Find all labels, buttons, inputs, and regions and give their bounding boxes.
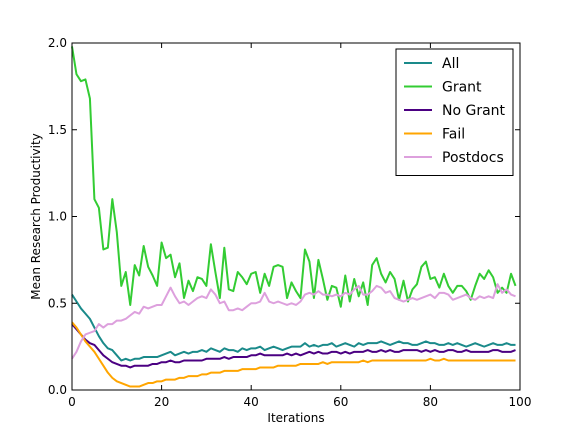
x-tick-label: 20 [154,395,169,409]
legend-entry-label: Grant [442,80,482,96]
series-line-fail [71,321,516,388]
y-tick-label: 2.0 [48,36,67,50]
x-tick-label: 60 [333,395,348,409]
legend-entry-label: No Grant [442,103,506,119]
legend: All Grant No Grant Fail Postdocs [395,48,514,176]
x-axis-label: Iterations [267,411,324,425]
legend-entry-label: Postdocs [442,150,504,166]
x-tick-label: 40 [244,395,259,409]
legend-entry-label: All [442,56,459,72]
y-tick-label: 0.0 [48,383,67,397]
y-tick-label: 0.5 [48,296,67,310]
series-line-all [71,294,516,362]
axis-ticks: 0 20 40 60 80 100 0.0 0.5 1.0 1.5 2.0 [48,36,532,409]
legend-entry-label: Fail [442,127,465,143]
series-line-grant [71,46,517,308]
x-tick-label: 80 [423,395,438,409]
y-tick-label: 1.0 [48,210,67,224]
x-tick-label: 100 [509,395,532,409]
series-layer [71,46,517,388]
legend-box [395,48,514,176]
y-tick-label: 1.5 [48,123,67,137]
series-line-no-grant [71,323,516,369]
y-axis-label: Mean Research Productivity [29,133,43,300]
x-tick-label: 0 [68,395,76,409]
series-line-postdocs [71,283,516,360]
